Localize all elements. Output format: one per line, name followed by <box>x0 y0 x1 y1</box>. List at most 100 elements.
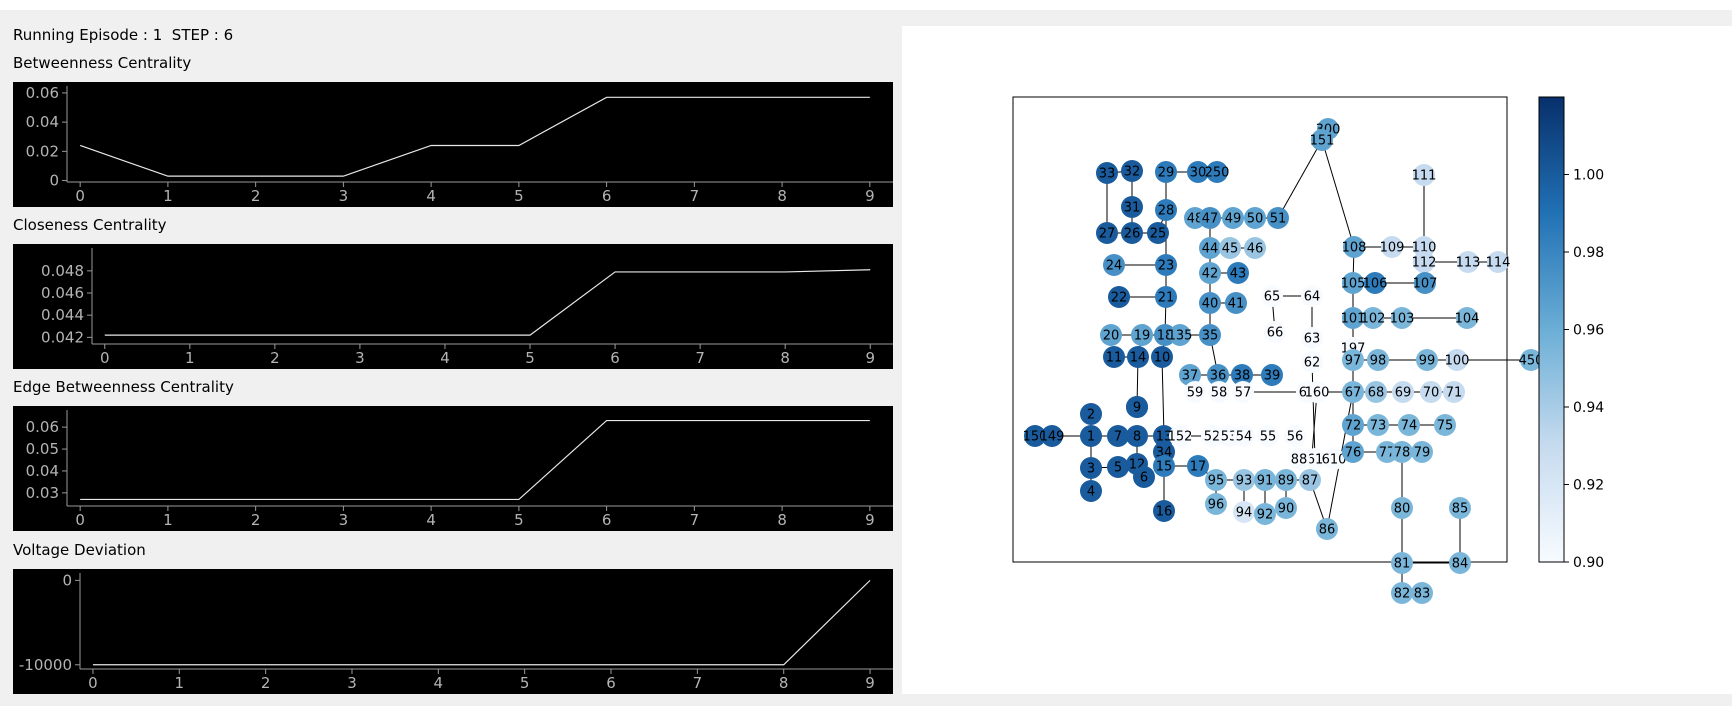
graph-node-92 <box>1254 503 1276 525</box>
x-tick-label: 3 <box>347 674 357 692</box>
y-tick-label: 0.044 <box>41 306 84 324</box>
x-tick-label: 6 <box>610 349 620 367</box>
graph-node-44 <box>1199 237 1221 259</box>
graph-node-94 <box>1233 501 1255 523</box>
graph-node-label-42: 42 <box>1202 267 1219 282</box>
graph-node-69 <box>1392 381 1414 403</box>
graph-node-135 <box>1169 324 1191 346</box>
graph-node-label-69: 69 <box>1395 386 1412 401</box>
graph-node-label-45: 45 <box>1222 242 1239 257</box>
graph-node-103 <box>1391 307 1413 329</box>
window-bottom-strip <box>0 694 1732 706</box>
x-tick-label: 0 <box>88 674 98 692</box>
graph-node-label-62: 62 <box>1304 356 1321 371</box>
x-tick-label: 0 <box>75 511 85 529</box>
graph-node-105 <box>1342 272 1364 294</box>
graph-node-label-66: 66 <box>1267 326 1284 341</box>
graph-node-label-49: 49 <box>1225 212 1242 227</box>
x-tick-label: 7 <box>690 511 700 529</box>
graph-node-label-79: 79 <box>1414 446 1431 461</box>
graph-node-label-43: 43 <box>1230 267 1247 282</box>
graph-node-160 <box>1306 381 1328 403</box>
graph-node-label-46: 46 <box>1247 242 1264 257</box>
graph-node-83 <box>1411 582 1433 604</box>
plot-title-betweenness: Betweenness Centrality <box>13 54 192 72</box>
graph-node-28 <box>1155 199 1177 221</box>
series-line <box>80 419 870 501</box>
graph-node-152 <box>1169 425 1191 447</box>
graph-node-label-24: 24 <box>1106 259 1123 274</box>
graph-node-label-151: 151 <box>1310 134 1335 149</box>
graph-node-label-75: 75 <box>1437 419 1454 434</box>
graph-node-label-81: 81 <box>1394 557 1411 572</box>
graph-node-label-30: 30 <box>1190 166 1207 181</box>
graph-node-43 <box>1227 262 1249 284</box>
graph-node-75 <box>1434 414 1456 436</box>
graph-node-label-57: 57 <box>1235 386 1252 401</box>
graph-node-label-83: 83 <box>1414 587 1431 602</box>
graph-node-label-11: 11 <box>1106 351 1123 366</box>
graph-node-101 <box>1342 307 1364 329</box>
graph-node-150 <box>1024 425 1046 447</box>
graph-node-label-95: 95 <box>1208 474 1225 489</box>
graph-node-106 <box>1364 272 1386 294</box>
y-tick-label: 0.03 <box>26 484 59 502</box>
x-tick-label: 9 <box>865 511 875 529</box>
graph-node-10 <box>1151 346 1173 368</box>
graph-node-16 <box>1153 500 1175 522</box>
graph-node-label-27: 27 <box>1099 227 1116 242</box>
graph-node-49 <box>1222 207 1244 229</box>
graph-node-151 <box>1311 129 1333 151</box>
graph-node-label-54: 54 <box>1236 430 1253 445</box>
x-tick-label: 6 <box>602 187 612 205</box>
episode-status: Running Episode : 1 STEP : 6 <box>13 26 234 44</box>
graph-frame <box>1012 96 1508 563</box>
graph-node-label-87: 87 <box>1302 474 1319 489</box>
x-tick-label: 9 <box>865 674 875 692</box>
graph-node-label-6: 6 <box>1140 471 1148 486</box>
graph-node-46 <box>1244 237 1266 259</box>
graph-node-108 <box>1343 236 1365 258</box>
graph-node-label-19: 19 <box>1134 329 1151 344</box>
graph-node-109 <box>1381 236 1403 258</box>
graph-node-label-113: 113 <box>1456 256 1481 271</box>
graph-node-113 <box>1457 251 1479 273</box>
graph-node-73 <box>1367 414 1389 436</box>
graph-node-21 <box>1155 286 1177 308</box>
colorbar-tick-label: 1.00 <box>1573 168 1604 184</box>
graph-node-label-152: 152 <box>1168 430 1193 445</box>
x-tick-label: 7 <box>693 674 703 692</box>
graph-node-56 <box>1284 425 1306 447</box>
graph-node-label-99: 99 <box>1419 354 1436 369</box>
graph-node-label-10: 10 <box>1154 351 1171 366</box>
graph-node-29 <box>1155 161 1177 183</box>
y-tick-label: 0.04 <box>26 462 59 480</box>
betweenness-chart: 0 0.02 0.04 0.06 0 1 2 3 4 5 6 7 8 9 <box>13 82 893 207</box>
graph-node-label-92: 92 <box>1257 508 1274 523</box>
graph-node-label-149: 149 <box>1040 430 1065 445</box>
graph-node-40 <box>1199 292 1221 314</box>
graph-node-label-58: 58 <box>1211 386 1228 401</box>
y-tick-label: -10000 <box>19 656 72 674</box>
graph-node-label-44: 44 <box>1202 242 1219 257</box>
graph-node-33 <box>1096 162 1118 184</box>
x-tick-label: 7 <box>695 349 705 367</box>
graph-edge <box>1311 361 1316 460</box>
y-tick-label: 0.046 <box>41 284 84 302</box>
y-tick-label: 0.042 <box>41 328 84 346</box>
graph-node-label-64: 64 <box>1304 290 1321 305</box>
graph-node-label-67: 67 <box>1345 386 1362 401</box>
y-tick-label: 0.05 <box>26 440 59 458</box>
graph-node-label-40: 40 <box>1202 297 1219 312</box>
graph-node-label-21: 21 <box>1158 291 1175 306</box>
x-tick-label: 3 <box>355 349 365 367</box>
graph-node-label-4: 4 <box>1087 485 1095 500</box>
edge-betweenness-chart: 0.03 0.04 0.05 0.06 0 1 2 3 4 5 6 7 8 9 <box>13 406 893 531</box>
graph-node-87 <box>1299 469 1321 491</box>
x-tick-label: 8 <box>777 187 787 205</box>
graph-node-11 <box>1103 346 1125 368</box>
y-tick-label: 0.06 <box>26 84 59 102</box>
graph-edge <box>1161 356 1165 437</box>
graph-node-label-71: 71 <box>1446 386 1463 401</box>
closeness-chart: 0.042 0.044 0.046 0.048 0 1 2 3 4 5 6 7 8 9 <box>13 244 893 369</box>
